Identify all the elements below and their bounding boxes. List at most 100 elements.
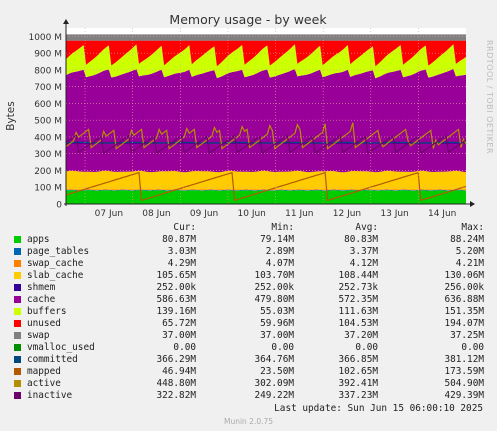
area-swap bbox=[66, 34, 466, 41]
legend-avg: 108.44M bbox=[338, 270, 378, 281]
y-tick-label: 1000 M bbox=[28, 33, 62, 43]
legend-label: committed bbox=[27, 354, 78, 365]
legend-row-apps: apps 80.87M 79.14M 80.83M 88.24M bbox=[14, 234, 488, 246]
legend-avg: 366.85M bbox=[338, 354, 378, 365]
y-tick-label: 800 M bbox=[34, 66, 62, 76]
legend-cur: 3.03M bbox=[167, 246, 196, 257]
legend-avg: 337.23M bbox=[338, 390, 378, 401]
legend-avg: 572.35M bbox=[338, 294, 378, 305]
legend-cur: 366.29M bbox=[156, 354, 196, 365]
x-axis-arrow bbox=[470, 201, 475, 207]
y-axis-label: Bytes bbox=[5, 101, 17, 130]
legend-row-unused: unused 65.72M 59.96M 104.53M 194.07M bbox=[14, 318, 488, 330]
legend-row-inactive: inactive 322.82M 249.22M 337.23M 429.39M bbox=[14, 390, 488, 402]
legend-cur: 252.00k bbox=[156, 282, 196, 293]
legend-row-swap-cache: swap_cache 4.29M 4.07M 4.12M 4.21M bbox=[14, 258, 488, 270]
area-layers bbox=[66, 34, 466, 204]
x-tick-label: 13 Jun bbox=[380, 209, 408, 219]
legend-cur: 586.63M bbox=[156, 294, 196, 305]
y-tick-label: 500 M bbox=[34, 117, 62, 127]
legend-min: 249.22M bbox=[254, 390, 294, 401]
legend-min: 55.03M bbox=[260, 306, 294, 317]
y-axis-arrow bbox=[63, 19, 69, 24]
legend-max: 37.25M bbox=[450, 330, 484, 341]
legend-label: buffers bbox=[27, 306, 67, 317]
legend-min: 302.09M bbox=[254, 378, 294, 389]
legend-min: 0.00 bbox=[271, 342, 294, 353]
legend-label: cache bbox=[27, 294, 56, 305]
legend-cur: 105.65M bbox=[156, 270, 196, 281]
legend-label: slab_cache bbox=[27, 270, 84, 281]
y-tick-label: 300 M bbox=[34, 150, 62, 160]
x-axis-ticks: 07 Jun 08 Jun 09 Jun 10 Jun 11 Jun 12 Jun 13 J… bbox=[95, 209, 457, 219]
legend-min: 2.89M bbox=[265, 246, 294, 257]
legend-cur: 4.29M bbox=[167, 258, 196, 269]
legend-min: 103.70M bbox=[254, 270, 294, 281]
legend-label: unused bbox=[27, 318, 61, 329]
legend-min: 252.00k bbox=[254, 282, 294, 293]
x-tick-label: 14 Jun bbox=[428, 209, 456, 219]
legend-cur: 46.94M bbox=[162, 366, 196, 377]
x-tick-label: 07 Jun bbox=[95, 209, 123, 219]
legend-max: 173.59M bbox=[444, 366, 484, 377]
y-tick-label: 100 M bbox=[34, 184, 62, 194]
legend-row-slab-cache: slab_cache 105.65M 103.70M 108.44M 130.06M bbox=[14, 270, 488, 282]
legend-max: 429.39M bbox=[444, 390, 484, 401]
x-tick-label: 11 Jun bbox=[285, 209, 313, 219]
y-tick-label: 400 M bbox=[34, 133, 62, 143]
last-update: Last update: Sun Jun 15 06:00:10 2025 bbox=[274, 403, 483, 414]
legend-max: 130.06M bbox=[444, 270, 484, 281]
legend-max: 151.35M bbox=[444, 306, 484, 317]
legend-avg: 80.83M bbox=[344, 234, 378, 245]
legend-max: 0.00 bbox=[461, 342, 484, 353]
legend-max: 5.20M bbox=[455, 246, 484, 257]
header-cur: Cur: bbox=[173, 222, 196, 233]
legend-min: 79.14M bbox=[260, 234, 294, 245]
line-committed bbox=[65, 141, 467, 144]
legend-avg: 104.53M bbox=[338, 318, 378, 329]
legend-cur: 37.00M bbox=[162, 330, 196, 341]
legend-min: 479.80M bbox=[254, 294, 294, 305]
legend-row-shmem: shmem 252.00k 252.00k 252.73k 256.00k bbox=[14, 282, 488, 294]
legend-swatch bbox=[14, 356, 21, 363]
legend-row-buffers: buffers 139.16M 55.03M 111.63M 151.35M bbox=[14, 306, 488, 318]
x-tick-label: 12 Jun bbox=[333, 209, 361, 219]
legend-min: 59.96M bbox=[260, 318, 294, 329]
legend-row-committed: committed 366.29M 364.76M 366.85M 381.12M bbox=[14, 354, 488, 366]
legend-min: 4.07M bbox=[265, 258, 294, 269]
y-tick-label: 0 bbox=[56, 201, 62, 211]
legend-row-vmalloc-used: vmalloc_used 0.00 0.00 0.00 0.00 bbox=[14, 342, 488, 354]
legend-max: 504.90M bbox=[444, 378, 484, 389]
y-tick-label: 600 M bbox=[34, 100, 62, 110]
legend-swatch bbox=[14, 332, 21, 339]
rrdtool-credit: RRDTOOL / TOBI OETIKER bbox=[485, 40, 494, 155]
legend-swatch bbox=[14, 248, 21, 255]
legend-row-page-tables: page_tables 3.03M 2.89M 3.37M 5.20M bbox=[14, 246, 488, 258]
header-min: Min: bbox=[271, 222, 294, 233]
chart-title: Memory usage - by week bbox=[169, 12, 327, 27]
legend-swatch bbox=[14, 320, 21, 327]
legend-swatch bbox=[14, 344, 21, 351]
legend-rows: apps 80.87M 79.14M 80.83M 88.24M page_tables 3… bbox=[14, 234, 488, 402]
legend-row-mapped: mapped 46.94M 23.50M 102.65M 173.59M bbox=[14, 366, 488, 378]
legend-swatch bbox=[14, 308, 21, 315]
x-tick-label: 08 Jun bbox=[142, 209, 170, 219]
legend-cur: 448.80M bbox=[156, 378, 196, 389]
legend-cur: 80.87M bbox=[162, 234, 196, 245]
legend-label: mapped bbox=[27, 366, 61, 377]
legend-swatch bbox=[14, 272, 21, 279]
legend-label: apps bbox=[27, 234, 50, 245]
y-tick-label: 900 M bbox=[34, 50, 62, 60]
area-slab-cache bbox=[66, 170, 466, 190]
memory-chart: Memory usage - by week Bytes 0 100 M 200 M… bbox=[5, 12, 475, 219]
legend-label: shmem bbox=[27, 282, 56, 293]
legend-max: 88.24M bbox=[450, 234, 484, 245]
legend-label: swap bbox=[27, 330, 50, 341]
legend-cur: 139.16M bbox=[156, 306, 196, 317]
legend-avg: 111.63M bbox=[338, 306, 378, 317]
header-max: Max: bbox=[461, 222, 484, 233]
legend-max: 381.12M bbox=[444, 354, 484, 365]
munin-version: Munin 2.0.75 bbox=[223, 417, 274, 426]
legend-swatch bbox=[14, 296, 21, 303]
legend-min: 23.50M bbox=[260, 366, 294, 377]
